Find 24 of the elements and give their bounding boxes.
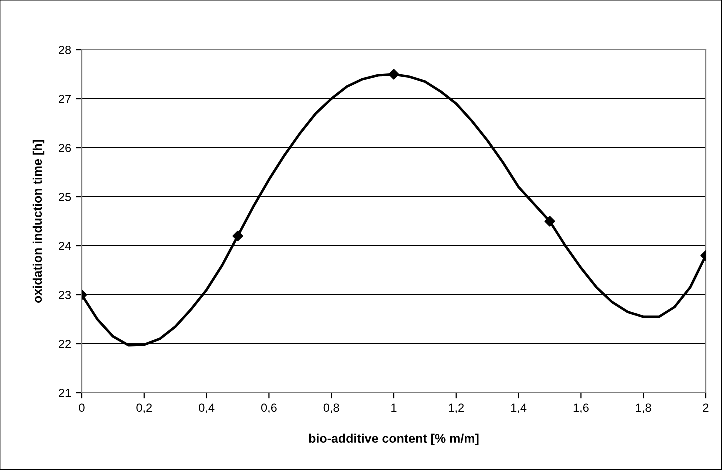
- y-tick-label: 27: [59, 95, 71, 104]
- point: [544, 216, 556, 227]
- x-tick-label: 1,8: [636, 404, 652, 414]
- y-tick-label: 25: [59, 193, 72, 202]
- x-tick-label: 0,8: [324, 404, 340, 414]
- x-tick-label: 1,4: [511, 404, 527, 414]
- y-tick-label: 21: [59, 389, 72, 398]
- x-tick-label: 0,6: [261, 404, 277, 414]
- point: [232, 230, 244, 242]
- x-tick-label: 0,2: [136, 404, 152, 414]
- x-tick-label: 2: [703, 404, 709, 412]
- y-tick-label: 24: [59, 242, 72, 250]
- y-tick-label: 28: [59, 46, 72, 54]
- y-tick-label: 23: [59, 291, 72, 300]
- x-axis-title: bio-additive content [% m/m]: [309, 434, 479, 446]
- x-tick-label: 1,2: [449, 404, 464, 414]
- y-tick-label: 22: [59, 340, 71, 348]
- x-tick-label: 1,6: [574, 404, 589, 414]
- x-tick-label: 1: [392, 404, 397, 412]
- x-tick-label: 0: [79, 404, 85, 412]
- point: [388, 69, 400, 80]
- y-axis-title: oxidation induction time [h]: [32, 140, 45, 303]
- x-tick-label: 0,4: [199, 404, 215, 414]
- y-tick-label: 26: [59, 144, 72, 152]
